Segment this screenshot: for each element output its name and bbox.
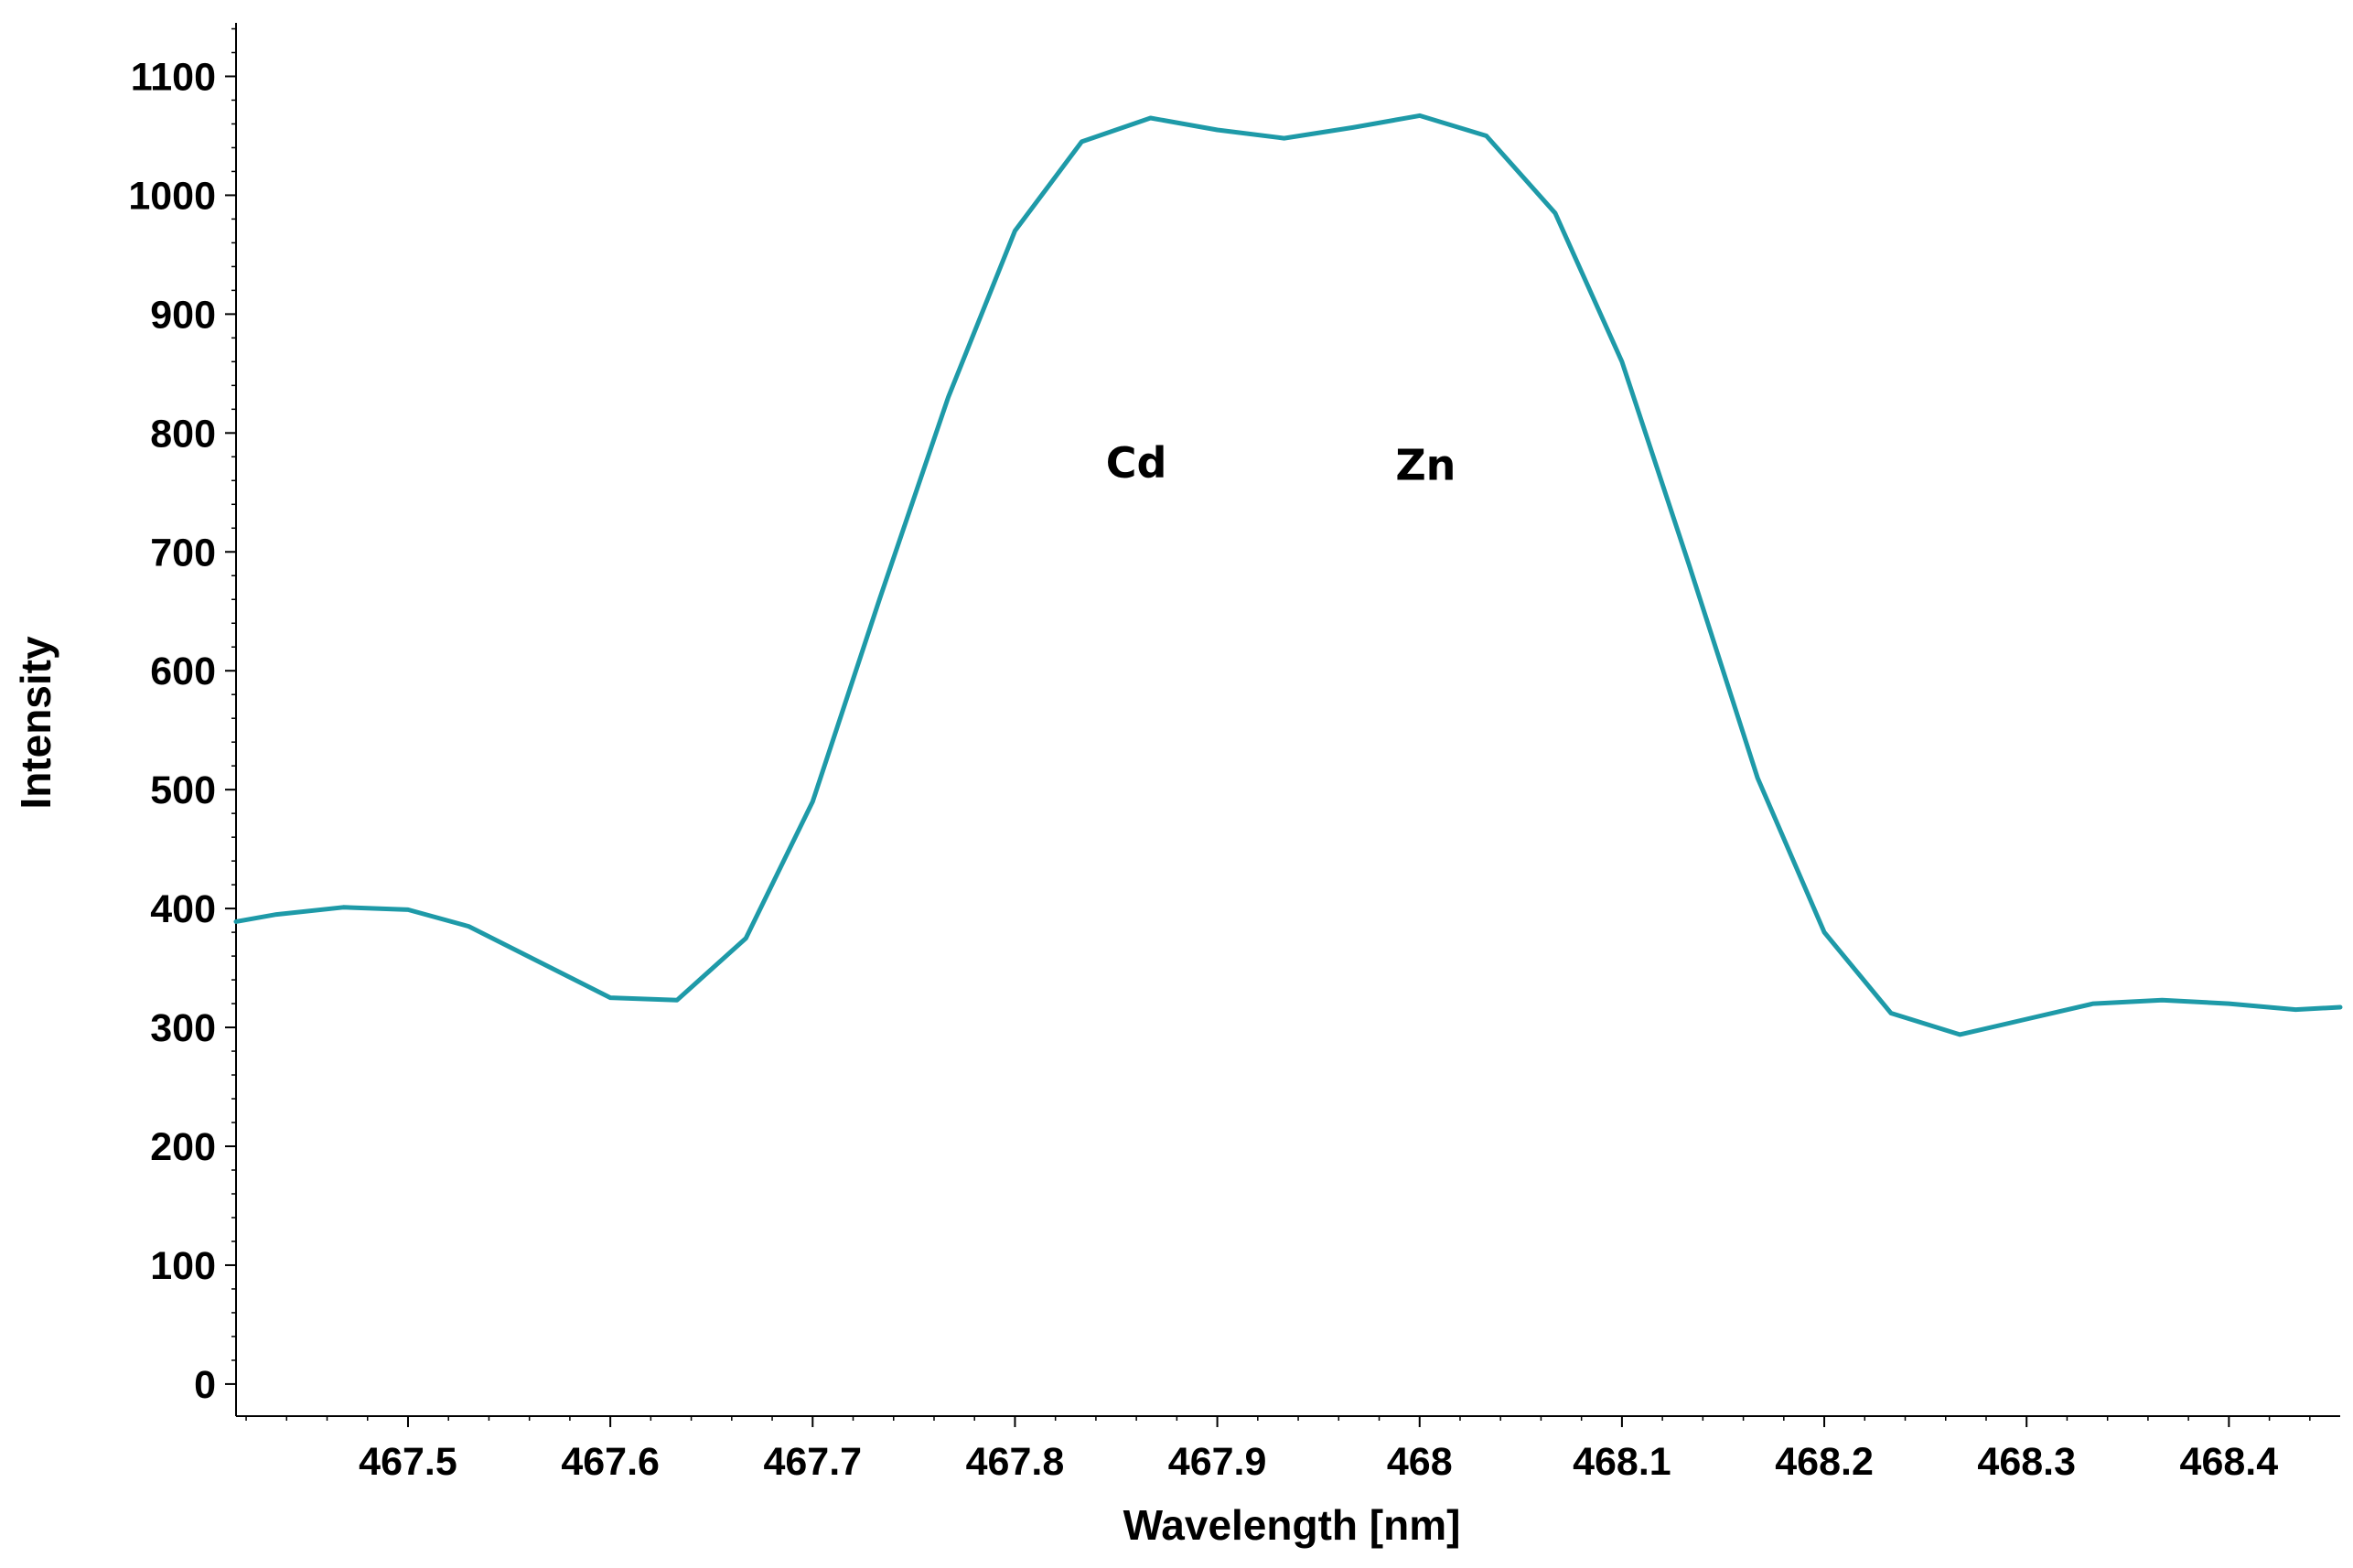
y-tick-label: 0 xyxy=(194,1363,216,1407)
y-tick-label: 400 xyxy=(150,887,216,931)
y-tick-label: 200 xyxy=(150,1125,216,1169)
peak-label-cd: Cd xyxy=(1106,438,1167,488)
x-tick-label: 468 xyxy=(1387,1440,1453,1484)
x-tick-label: 467.9 xyxy=(1168,1440,1267,1484)
y-tick-label: 300 xyxy=(150,1006,216,1050)
y-tick-label: 700 xyxy=(150,531,216,575)
tick-marks xyxy=(225,27,2311,1427)
y-tick-label: 800 xyxy=(150,412,216,456)
x-tick-label: 468.1 xyxy=(1573,1440,1671,1484)
x-tick-label: 467.6 xyxy=(561,1440,660,1484)
y-axis-title: Intensity xyxy=(12,636,59,810)
y-tick-label: 600 xyxy=(150,650,216,693)
x-tick-label: 467.8 xyxy=(966,1440,1065,1484)
spectrum-line xyxy=(233,113,2343,1037)
y-tick-label: 900 xyxy=(150,293,216,337)
axes xyxy=(235,23,2340,1417)
x-tick-label: 467.7 xyxy=(763,1440,862,1484)
y-tick-label: 100 xyxy=(150,1244,216,1288)
peak-annotations: Cd Zn xyxy=(1106,438,1456,490)
data-series xyxy=(233,113,2343,1037)
x-tick-label: 468.4 xyxy=(2180,1440,2279,1484)
peak-label-zn: Zn xyxy=(1395,440,1456,489)
y-tick-label: 500 xyxy=(150,768,216,812)
y-tick-label: 1000 xyxy=(128,174,216,218)
x-axis-title: Wavelength [nm] xyxy=(1123,1501,1461,1549)
x-tick-label: 467.5 xyxy=(359,1440,457,1484)
y-tick-label: 1100 xyxy=(131,55,216,99)
x-tick-label: 468.3 xyxy=(1977,1440,2076,1484)
tick-labels: 0 100 200 300 400 500 600 700 800 900 1000 1100 467.… xyxy=(128,55,2278,1484)
x-tick-label: 468.2 xyxy=(1775,1440,1874,1484)
